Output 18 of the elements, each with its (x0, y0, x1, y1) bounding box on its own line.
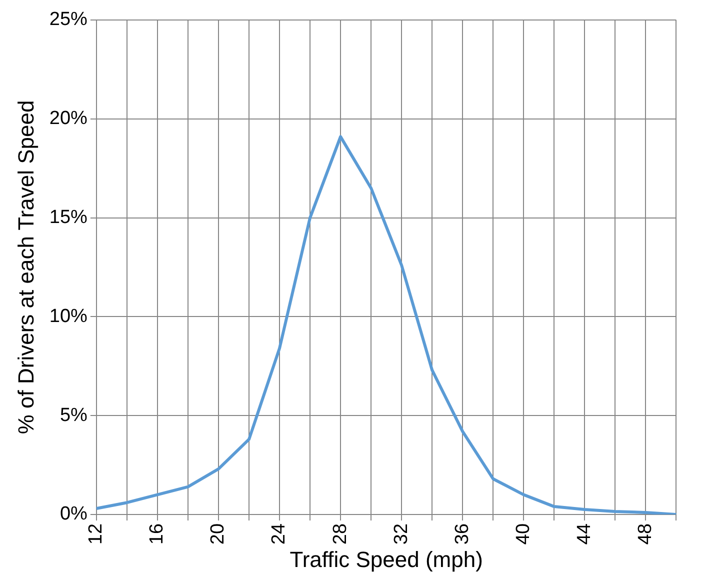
x-tick-label: 40 (512, 523, 534, 545)
x-tick-label: 20 (208, 523, 229, 545)
y-tick-label: 10% (49, 306, 88, 327)
x-tick-label: 28 (330, 523, 351, 545)
y-tick-label: 0% (60, 504, 88, 525)
y-tick-label: 25% (49, 9, 88, 30)
y-tick-label: 15% (49, 207, 88, 228)
x-tick-label: 16 (146, 523, 168, 545)
x-tick-label: 24 (268, 523, 290, 545)
x-axis-title: Traffic Speed (mph) (290, 546, 483, 572)
x-tick-label: 48 (634, 523, 656, 545)
x-tick-label: 32 (390, 523, 412, 545)
x-tick-label: 12 (86, 523, 107, 545)
x-tick-label: 36 (452, 523, 473, 545)
y-axis-title: % of Drivers at each Travel Speed (13, 100, 38, 434)
x-tick-label: 44 (574, 523, 595, 545)
y-tick-label: 20% (49, 108, 88, 130)
y-tick-label: 5% (60, 404, 88, 426)
